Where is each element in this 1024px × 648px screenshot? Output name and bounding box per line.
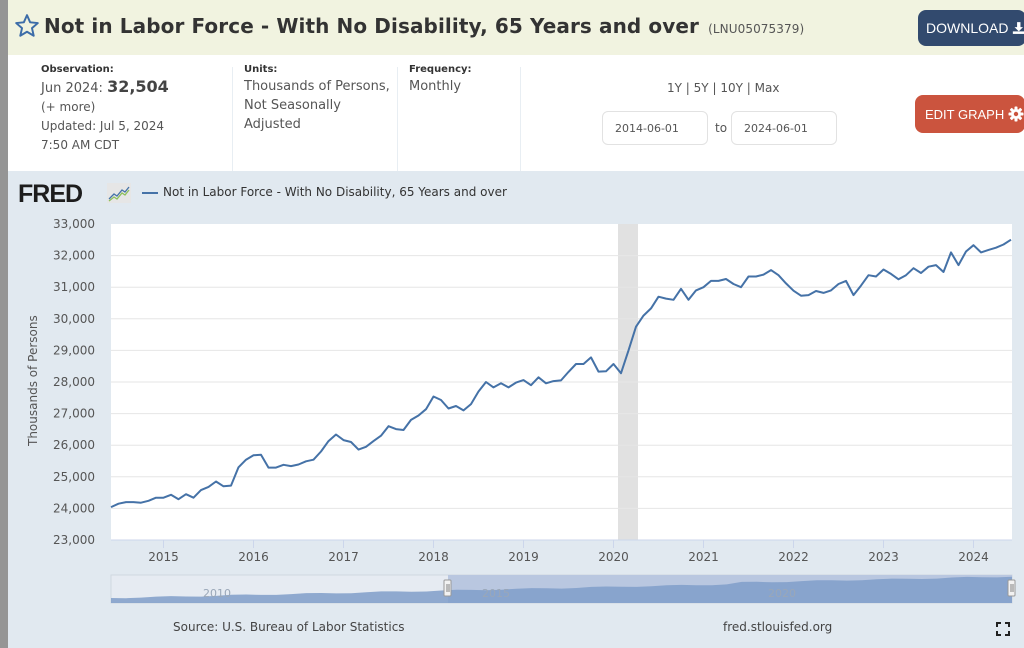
x-tick-label: 2024 (958, 550, 989, 564)
series-id: (LNU05075379) (708, 22, 805, 36)
navigator-handle[interactable] (443, 579, 452, 597)
navigator-label: 2020 (768, 587, 796, 600)
y-tick-label: 27,000 (53, 407, 95, 421)
legend-swatch (142, 192, 158, 194)
fred-url[interactable]: fred.stlouisfed.org (723, 620, 833, 634)
navigator-label: 2015 (482, 587, 510, 600)
range-10y[interactable]: 10Y (720, 81, 743, 95)
download-button[interactable]: DOWNLOAD (918, 10, 1024, 46)
navigator-label: 2010 (203, 587, 231, 600)
observation-label: Observation: (41, 64, 114, 75)
units-label: Units: (244, 64, 278, 75)
edit-graph-button[interactable]: EDIT GRAPH (915, 95, 1024, 133)
series-metadata: Observation: Jun 2024: 32,504 (+ more) U… (8, 55, 1024, 171)
separator: | (712, 81, 717, 95)
navigator-area (111, 576, 1012, 603)
divider (397, 67, 398, 171)
y-tick-label: 24,000 (53, 501, 95, 515)
observation-value: 32,504 (107, 77, 169, 96)
edit-graph-label: EDIT GRAPH (925, 106, 1005, 122)
separator: | (685, 81, 690, 95)
legend-label: Not in Labor Force - With No Disability,… (163, 185, 507, 199)
download-label: DOWNLOAD (926, 20, 1009, 36)
frequency-label: Frequency: (409, 64, 472, 75)
x-tick-label: 2017 (328, 550, 359, 564)
download-icon (1013, 22, 1024, 34)
y-tick-label: 32,000 (53, 249, 95, 263)
page-title: Not in Labor Force - With No Disability,… (44, 14, 804, 38)
range-5y[interactable]: 5Y (693, 81, 709, 95)
y-tick-label: 30,000 (53, 312, 95, 326)
x-tick-label: 2019 (508, 550, 539, 564)
star-icon[interactable] (14, 13, 40, 39)
x-tick-label: 2023 (868, 550, 899, 564)
navigator-handle[interactable] (1007, 579, 1016, 597)
separator: | (746, 81, 751, 95)
range-1y[interactable]: 1Y (667, 81, 682, 95)
fred-chart-icon (107, 183, 131, 203)
fred-logo[interactable]: FRED (18, 180, 83, 208)
divider (232, 67, 233, 171)
more-link[interactable]: (+ more) (41, 100, 96, 114)
observation-column: Observation: Jun 2024: 32,504 (+ more) U… (41, 63, 169, 155)
x-tick-label: 2018 (418, 550, 449, 564)
range-links: 1Y | 5Y | 10Y | Max (667, 81, 779, 95)
source-text: Source: U.S. Bureau of Labor Statistics (173, 620, 405, 634)
x-tick-label: 2021 (688, 550, 719, 564)
observation-date: Jun 2024: (41, 81, 103, 96)
x-tick-label: 2015 (148, 550, 179, 564)
fullscreen-icon[interactable] (996, 622, 1010, 636)
units-line-3: Adjusted (244, 117, 301, 132)
window-left-edge (0, 0, 8, 648)
y-tick-label: 25,000 (53, 470, 95, 484)
series-header: Not in Labor Force - With No Disability,… (8, 0, 1024, 55)
start-date-input[interactable]: 2014-06-01 (602, 111, 708, 145)
x-tick-label: 2016 (238, 550, 269, 564)
range-max[interactable]: Max (754, 81, 780, 95)
divider (520, 67, 521, 171)
updated-date: Updated: Jul 5, 2024 (41, 119, 165, 133)
y-tick-label: 23,000 (53, 533, 95, 547)
y-tick-label: 33,000 (53, 217, 95, 231)
x-tick-label: 2020 (598, 550, 629, 564)
frequency-value: Monthly (409, 79, 462, 94)
to-label: to (715, 121, 728, 135)
y-tick-label: 31,000 (53, 280, 95, 294)
y-axis-label: Thousands of Persons (26, 315, 40, 446)
updated-time: 7:50 AM CDT (41, 138, 120, 152)
series-title: Not in Labor Force - With No Disability,… (44, 14, 699, 38)
units-line-1: Thousands of Persons, (244, 79, 390, 94)
units-column: Units: Thousands of Persons, Not Seasona… (244, 63, 390, 134)
x-tick-label: 2022 (778, 550, 809, 564)
y-tick-label: 28,000 (53, 375, 95, 389)
gear-icon (1008, 106, 1024, 122)
units-line-2: Not Seasonally (244, 98, 341, 113)
y-tick-label: 29,000 (53, 343, 95, 357)
frequency-column: Frequency: Monthly (409, 63, 472, 96)
end-date-input[interactable]: 2024-06-01 (731, 111, 837, 145)
y-tick-label: 26,000 (53, 438, 95, 452)
